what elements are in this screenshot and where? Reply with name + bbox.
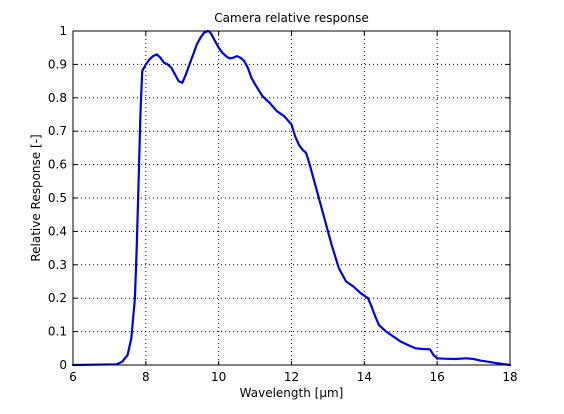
x-tick-label: 6 [69, 370, 77, 384]
series-layer [71, 29, 512, 367]
x-tick-label: 8 [142, 370, 150, 384]
y-tick-label: 0 [59, 358, 67, 372]
y-tick-label: 0.4 [48, 224, 67, 238]
y-tick-labels: 0 0.1 0.2 0.3 0.4 0.5 0.6 0.7 0.8 0.9 1 [48, 24, 67, 372]
x-tick-label: 16 [430, 370, 445, 384]
x-axis-label: Wavelength [μm] [240, 386, 344, 400]
y-tick-label: 0.6 [48, 158, 67, 172]
y-tick-label: 0.9 [48, 57, 67, 71]
x-tick-label: 12 [284, 370, 299, 384]
x-tick-label: 10 [211, 370, 226, 384]
x-tick-label: 14 [357, 370, 372, 384]
chart-title: Camera relative response [214, 11, 369, 25]
y-tick-label: 0.2 [48, 291, 67, 305]
plot-frame [72, 30, 511, 366]
y-tick-label: 0.1 [48, 325, 67, 339]
y-tick-label: 0.7 [48, 124, 67, 138]
y-tick-label: 0.8 [48, 91, 67, 105]
y-tick-label: 1 [59, 24, 67, 38]
y-tick-label: 0.3 [48, 258, 67, 272]
y-axis-label: Relative Response [-] [29, 134, 43, 261]
x-tick-labels: 6 8 10 12 14 16 18 [69, 370, 517, 384]
y-tick-label: 0.5 [48, 191, 67, 205]
series-line [71, 29, 512, 367]
x-tick-label: 18 [502, 370, 517, 384]
